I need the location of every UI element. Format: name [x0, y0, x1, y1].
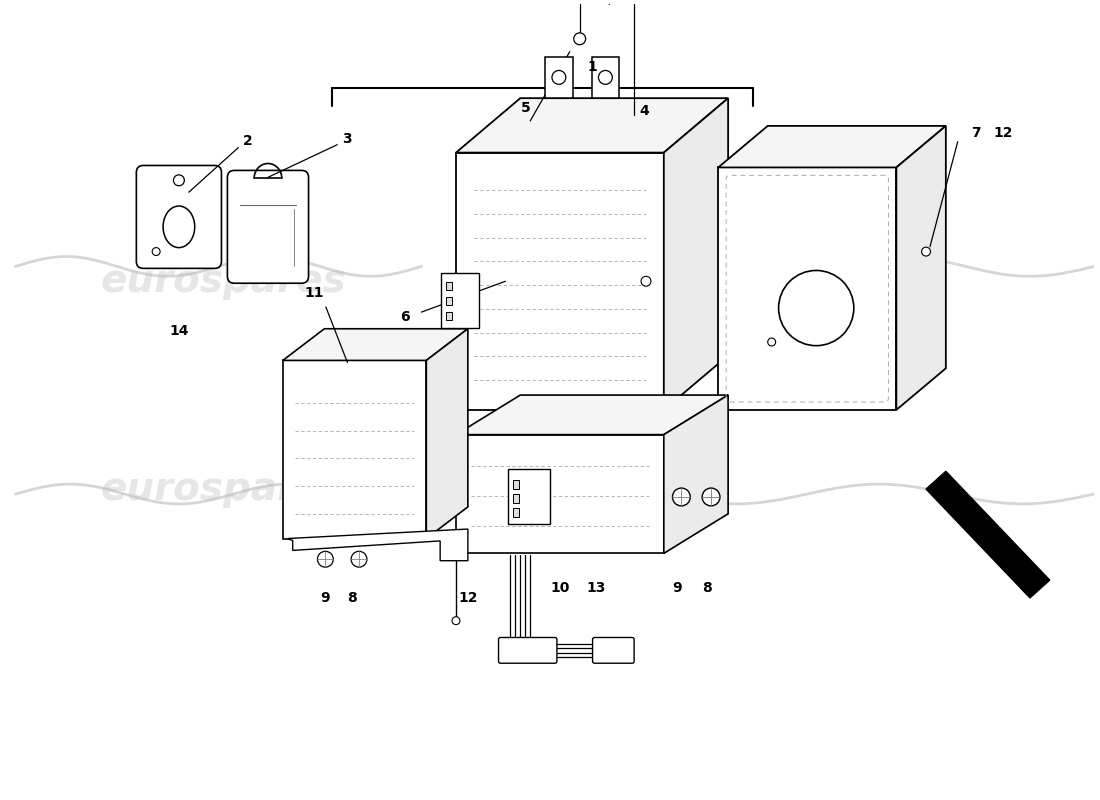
Text: 6: 6 [399, 310, 409, 324]
Circle shape [779, 270, 854, 346]
Polygon shape [288, 529, 468, 561]
Circle shape [768, 338, 776, 346]
Polygon shape [718, 126, 946, 167]
Circle shape [574, 33, 585, 45]
Polygon shape [508, 470, 550, 524]
Text: 12: 12 [458, 591, 477, 605]
Text: 8: 8 [702, 581, 712, 595]
Circle shape [351, 551, 367, 567]
Bar [447, 297, 452, 305]
Circle shape [672, 488, 691, 506]
Text: 3: 3 [342, 132, 352, 146]
Text: 9: 9 [672, 581, 682, 595]
Bar [447, 312, 452, 320]
Text: eurospares: eurospares [100, 470, 346, 508]
Polygon shape [441, 273, 478, 327]
Text: 1: 1 [587, 59, 597, 74]
Text: 4: 4 [639, 104, 649, 118]
FancyBboxPatch shape [136, 166, 221, 268]
FancyBboxPatch shape [593, 638, 634, 663]
Text: eurospares: eurospares [456, 470, 703, 508]
Circle shape [702, 488, 721, 506]
Polygon shape [283, 329, 468, 361]
Polygon shape [896, 126, 946, 410]
Text: 13: 13 [586, 581, 606, 595]
Polygon shape [592, 57, 619, 98]
Text: eurospares: eurospares [100, 262, 346, 300]
Circle shape [922, 247, 931, 256]
Text: 5: 5 [520, 101, 530, 115]
Polygon shape [718, 167, 896, 410]
Text: 9: 9 [320, 591, 330, 605]
Text: 11: 11 [305, 286, 324, 300]
Text: 8: 8 [348, 591, 358, 605]
Polygon shape [663, 98, 728, 410]
Text: eurospares: eurospares [456, 262, 703, 300]
Circle shape [552, 70, 565, 84]
Bar [513, 480, 519, 489]
Polygon shape [456, 153, 663, 410]
FancyBboxPatch shape [498, 638, 557, 663]
FancyBboxPatch shape [228, 170, 308, 283]
Polygon shape [456, 98, 728, 153]
Circle shape [641, 276, 651, 286]
Ellipse shape [163, 206, 195, 248]
Circle shape [452, 617, 460, 625]
Text: 7: 7 [970, 126, 980, 140]
Polygon shape [456, 434, 663, 554]
Circle shape [174, 175, 185, 186]
Text: 12: 12 [993, 126, 1013, 140]
Polygon shape [926, 471, 1049, 598]
Polygon shape [546, 57, 573, 98]
Circle shape [598, 70, 613, 84]
Text: 14: 14 [169, 324, 189, 338]
Bar [513, 508, 519, 517]
Bar [447, 282, 452, 290]
Text: 2: 2 [243, 134, 253, 148]
Text: 10: 10 [550, 581, 570, 595]
Polygon shape [456, 395, 728, 434]
Polygon shape [427, 329, 468, 538]
Circle shape [318, 551, 333, 567]
Polygon shape [283, 361, 427, 538]
Bar [513, 494, 519, 503]
Circle shape [152, 248, 161, 255]
Polygon shape [663, 395, 728, 554]
